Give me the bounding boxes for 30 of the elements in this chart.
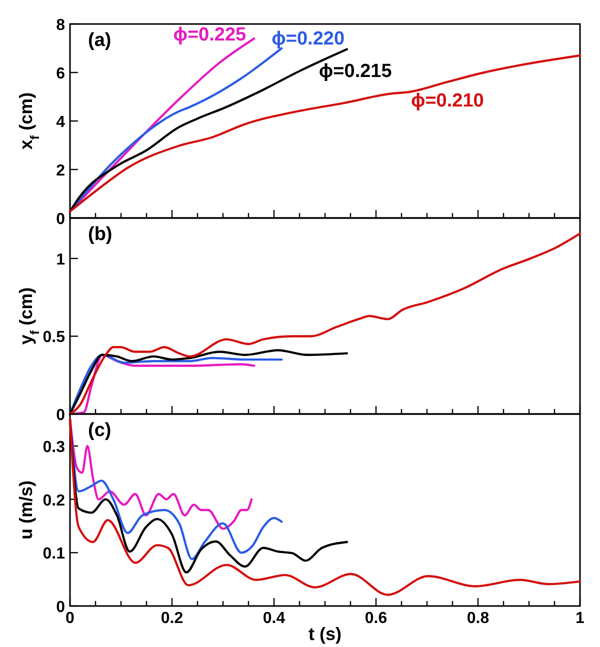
- series-label: ϕ=0.210: [410, 90, 484, 112]
- y-tick-label: 8: [56, 17, 66, 34]
- series-label: ϕ=0.215: [318, 61, 392, 82]
- annotation: (c): [88, 420, 112, 441]
- x-tick-label: 0.2: [160, 610, 184, 627]
- y-tick-label: 0.5: [42, 329, 66, 346]
- series-label: ϕ=0.220: [272, 28, 345, 50]
- y-tick-label: 0: [56, 407, 66, 424]
- line-series: [68, 418, 283, 560]
- y-axis-title: u (m/s): [16, 480, 36, 540]
- y-tick-label: 0.1: [42, 546, 66, 563]
- line-series: [68, 418, 253, 530]
- y-tick-label: 0: [56, 211, 66, 228]
- annotation: (b): [88, 224, 112, 245]
- y-tick-label: 6: [56, 66, 66, 82]
- annotation: (a): [88, 30, 112, 51]
- x-tick-label: 0.6: [364, 610, 388, 627]
- series-label: ϕ=0.225: [173, 24, 247, 46]
- y-tick-label: 1: [56, 251, 66, 268]
- x-tick-label: 0.8: [466, 610, 490, 627]
- x-tick-label: 0.4: [262, 610, 286, 627]
- y-tick-label: 4: [56, 114, 66, 131]
- y-tick-label: 0: [56, 599, 66, 616]
- line-series: [68, 54, 582, 213]
- x-axis-title: t (s): [308, 624, 342, 644]
- y-tick-label: 0.2: [42, 492, 66, 510]
- line-series: [68, 418, 582, 596]
- y-tick-label: 0.3: [42, 439, 66, 456]
- x-tick-label: 1: [576, 610, 585, 627]
- y-tick-label: 2: [56, 162, 66, 180]
